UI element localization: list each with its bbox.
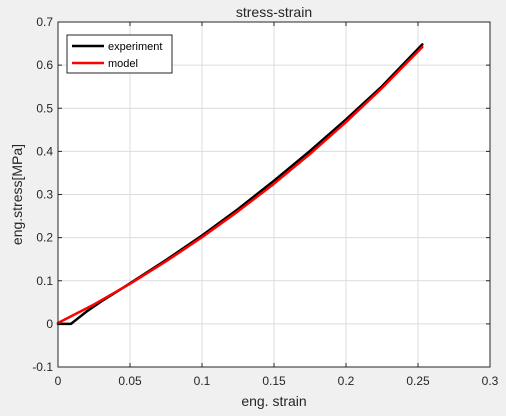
x-tick-label: 0.05 bbox=[118, 374, 142, 388]
series-lines bbox=[56, 43, 424, 326]
x-axis-label: eng. strain bbox=[241, 393, 306, 409]
x-tick-label: 0.25 bbox=[406, 374, 430, 388]
y-tick-label: -0.1 bbox=[32, 360, 53, 374]
legend-label-experiment: experiment bbox=[108, 41, 162, 53]
x-tick-label: 0 bbox=[55, 374, 62, 388]
x-tick-label: 0.2 bbox=[338, 374, 355, 388]
y-tick-label: 0.6 bbox=[36, 58, 53, 72]
y-tick-label: 0.5 bbox=[36, 101, 53, 115]
y-tick-label: 0.3 bbox=[36, 188, 53, 202]
tick-marks bbox=[57, 21, 491, 368]
legend-box bbox=[66, 34, 173, 74]
x-tick-label: 0.1 bbox=[194, 374, 211, 388]
legend: experiment model bbox=[66, 34, 173, 74]
chart-title: stress-strain bbox=[236, 4, 312, 20]
grid-lines bbox=[58, 22, 490, 367]
x-tick-labels: 0 0.05 0.1 0.15 0.2 0.25 0.3 bbox=[55, 374, 499, 388]
y-tick-label: 0.4 bbox=[36, 144, 53, 158]
series-line-model bbox=[56, 45, 424, 325]
y-tick-label: 0.2 bbox=[36, 231, 53, 245]
y-tick-label: 0 bbox=[46, 317, 53, 331]
y-tick-labels: -0.1 0 0.1 0.2 0.3 0.4 0.5 0.6 0.7 bbox=[32, 15, 53, 374]
y-tick-label: 0.7 bbox=[36, 15, 53, 29]
x-tick-label: 0.3 bbox=[482, 374, 499, 388]
x-tick-label: 0.15 bbox=[262, 374, 286, 388]
legend-label-model: model bbox=[108, 58, 138, 70]
y-tick-label: 0.1 bbox=[36, 274, 53, 288]
y-axis-label: eng.stress[MPa] bbox=[9, 144, 25, 245]
